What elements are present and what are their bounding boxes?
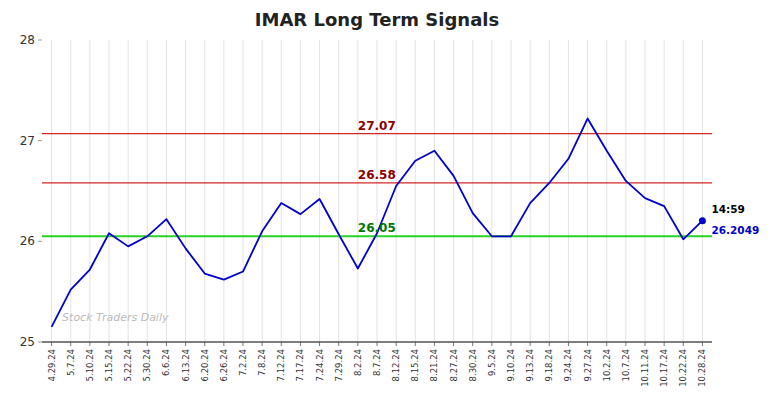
grid-line xyxy=(530,40,531,342)
x-tick-label: 7.29.24 xyxy=(334,349,344,381)
plot-area xyxy=(42,119,712,327)
x-tick-label: 8.2.24 xyxy=(353,349,363,376)
grid-line xyxy=(645,40,646,342)
y-tick xyxy=(38,40,42,41)
grid-line xyxy=(204,40,205,342)
grid-line xyxy=(89,40,90,342)
x-tick-label: 10.11.24 xyxy=(640,349,650,387)
grid-line xyxy=(51,40,52,342)
reference-label: 27.07 xyxy=(358,119,396,133)
grid-line xyxy=(357,40,358,342)
x-tick-label: 7.2.24 xyxy=(238,349,248,376)
grid-line xyxy=(549,40,550,342)
x-tick-label: 8.12.24 xyxy=(391,349,401,381)
y-tick-label: 27 xyxy=(20,134,35,148)
y-tick xyxy=(38,140,42,141)
grid-line xyxy=(587,40,588,342)
x-tick-label: 8.21.24 xyxy=(429,349,439,381)
x-tick-label: 5.22.24 xyxy=(123,349,133,381)
title: IMAR Long Term Signals xyxy=(255,9,499,30)
chart: IMAR Long Term Signals 4.29.24 5.7.24 5.10.… xyxy=(0,0,784,398)
x-tick-label: 7.12.24 xyxy=(276,349,286,381)
reference-label: 26.05 xyxy=(358,221,396,235)
grid-line xyxy=(453,40,454,342)
x-tick-label: 9.24.24 xyxy=(563,349,573,381)
x-tick-label: 10.22.24 xyxy=(678,349,688,387)
x-tick-label: 8.7.24 xyxy=(372,349,382,376)
x-axis-line xyxy=(42,341,712,343)
x-tick-label: 6.13.24 xyxy=(181,349,191,381)
grid-line xyxy=(338,40,339,342)
grid-line xyxy=(128,40,129,342)
grid-line xyxy=(702,40,703,342)
x-tick-label: 9.10.24 xyxy=(506,349,516,381)
grid-line xyxy=(683,40,684,342)
x-grid xyxy=(52,40,703,342)
grid-line xyxy=(185,40,186,342)
x-tick-label: 7.24.24 xyxy=(315,349,325,381)
grid-line xyxy=(109,40,110,342)
x-tick-label: 9.18.24 xyxy=(544,349,554,381)
grid-line xyxy=(223,40,224,342)
grid-line xyxy=(664,40,665,342)
x-tick-label: 6.6.24 xyxy=(161,349,171,376)
grid-line xyxy=(491,40,492,342)
y-tick-label: 26 xyxy=(20,234,35,248)
reference-line xyxy=(42,235,712,237)
grid-line xyxy=(70,40,71,342)
end-point xyxy=(699,217,706,224)
grid-line xyxy=(147,40,148,342)
grid-line xyxy=(300,40,301,342)
x-tick-label: 8.15.24 xyxy=(410,349,420,381)
grid-line xyxy=(319,40,320,342)
x-tick-label: 4.29.24 xyxy=(47,349,57,381)
grid-line xyxy=(472,40,473,342)
y-axis: 25 26 27 28 xyxy=(20,33,42,349)
annotation: 26.2049 xyxy=(711,224,759,236)
grid-line xyxy=(606,40,607,342)
grid-line xyxy=(625,40,626,342)
grid-line xyxy=(243,40,244,342)
grid-line xyxy=(396,40,397,342)
grid-line xyxy=(377,40,378,342)
x-tick-label: 8.30.24 xyxy=(468,349,478,381)
watermark: Stock Traders Daily xyxy=(62,311,169,324)
x-tick-label: 6.20.24 xyxy=(200,349,210,381)
grid-line xyxy=(415,40,416,342)
x-tick-label: 8.27.24 xyxy=(449,349,459,381)
x-tick-label: 10.17.24 xyxy=(659,349,669,387)
grid-line xyxy=(166,40,167,342)
x-tick-label: 9.5.24 xyxy=(487,349,497,376)
y-tick xyxy=(38,342,42,343)
x-tick-label: 9.27.24 xyxy=(583,349,593,381)
x-tick-label: 7.17.24 xyxy=(295,349,305,381)
x-tick-label: 6.26.24 xyxy=(219,349,229,381)
grid-line xyxy=(511,40,512,342)
reference-line xyxy=(42,182,712,183)
x-tick-label: 5.10.24 xyxy=(85,349,95,381)
grid-line xyxy=(434,40,435,342)
x-tick-label: 5.30.24 xyxy=(142,349,152,381)
y-tick-label: 25 xyxy=(20,335,35,349)
price-line xyxy=(52,119,703,327)
x-tick-label: 10.28.24 xyxy=(697,349,707,387)
reference-line xyxy=(42,133,712,134)
x-tick-label: 9.13.24 xyxy=(525,349,535,381)
x-tick-label: 5.7.24 xyxy=(66,349,76,376)
x-axis: 4.29.24 5.7.24 5.10.24 5.15.24 5.22.24 5.30.2… xyxy=(47,342,708,387)
grid-line xyxy=(568,40,569,342)
y-tick-label: 28 xyxy=(20,33,35,47)
annotation: 14:59 xyxy=(711,203,744,215)
x-tick-label: 10.2.24 xyxy=(602,349,612,381)
grid-line xyxy=(262,40,263,342)
grid-line xyxy=(281,40,282,342)
reference-label: 26.58 xyxy=(358,168,396,182)
x-tick-label: 5.15.24 xyxy=(104,349,114,381)
background xyxy=(0,0,784,398)
x-tick-label: 10.7.24 xyxy=(621,349,631,381)
x-tick-label: 7.8.24 xyxy=(257,349,267,376)
y-tick xyxy=(38,241,42,242)
